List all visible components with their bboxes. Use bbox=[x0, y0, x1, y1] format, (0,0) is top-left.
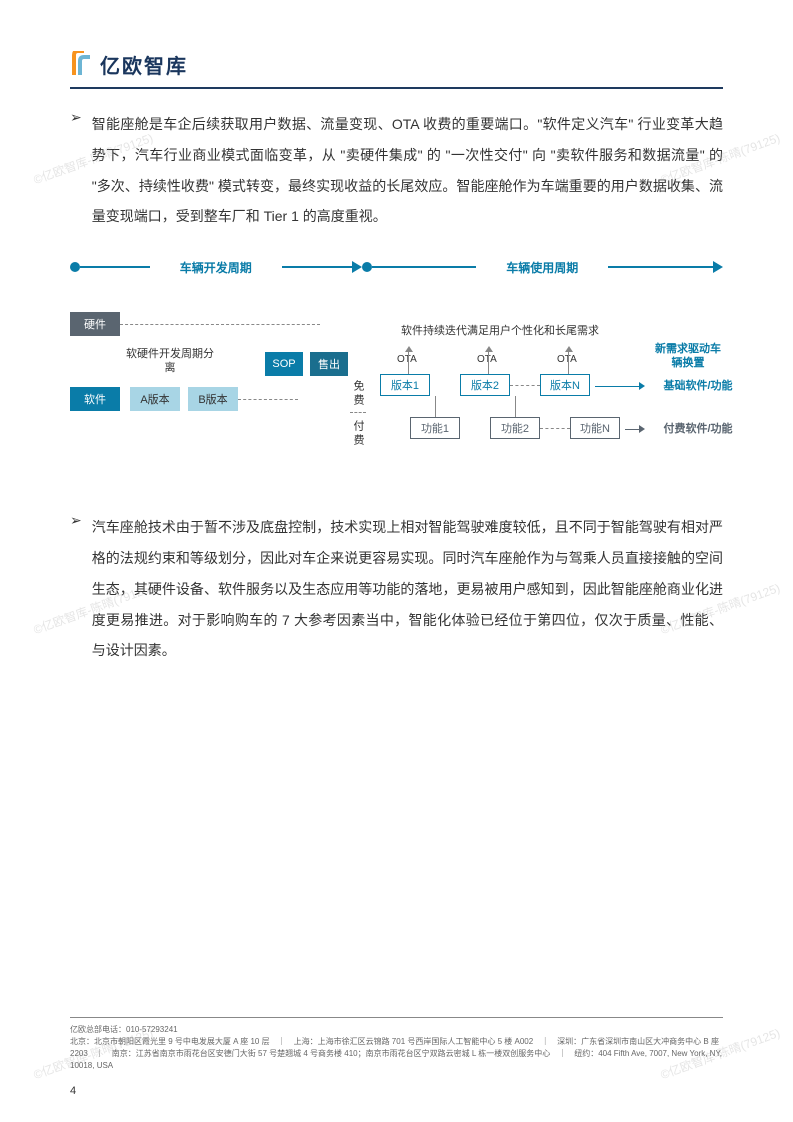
sop-box: SOP bbox=[265, 352, 303, 376]
new-demand-label: 新需求驱动车辆换置 bbox=[653, 342, 723, 371]
timeline-header: 车辆开发周期 车辆使用周期 bbox=[70, 252, 723, 282]
header: 亿欧智库 bbox=[70, 50, 723, 79]
footer-phone: 亿欧总部电话：010-57293241 bbox=[70, 1024, 723, 1036]
ota-n-label: OTA bbox=[557, 354, 577, 365]
paid-sw-label: 付费软件/功能 bbox=[653, 420, 743, 436]
hardware-box: 硬件 bbox=[70, 312, 120, 336]
paragraph-2: ➢ 汽车座舱技术由于暂不涉及底盘控制，技术实现上相对智能驾驶难度较低，且不同于智… bbox=[70, 512, 723, 666]
ota-1-label: OTA bbox=[397, 354, 417, 365]
timeline-start-dot bbox=[70, 262, 80, 272]
timeline-end-arrow bbox=[713, 261, 723, 273]
para2-text: 汽车座舱技术由于暂不涉及底盘控制，技术实现上相对智能驾驶难度较低，且不同于智能驾… bbox=[92, 512, 723, 666]
paid-label: 付费 bbox=[350, 420, 366, 448]
phase-develop-label: 车辆开发周期 bbox=[150, 259, 282, 276]
software-box: 软件 bbox=[70, 387, 120, 411]
version-n-box: 版本N bbox=[540, 374, 590, 396]
version-2-box: 版本2 bbox=[460, 374, 510, 396]
sw-iterate-label: 软件持续迭代满足用户个性化和长尾需求 bbox=[370, 322, 630, 338]
bullet-icon: ➢ bbox=[70, 109, 82, 232]
timeline-mid-arrow bbox=[352, 261, 362, 273]
development-timeline-diagram: 车辆开发周期 车辆使用周期 硬件 软硬件开发周期分离 软件 A版本 B版本 SO… bbox=[70, 252, 723, 482]
paragraph-1: ➢ 智能座舱是车企后续获取用户数据、流量变现、OTA 收费的重要端口。"软件定义… bbox=[70, 109, 723, 232]
sold-box: 售出 bbox=[310, 352, 348, 376]
footer: 亿欧总部电话：010-57293241 北京：北京市朝阳区霞光里 9 号中电发展… bbox=[70, 1017, 723, 1072]
version-1-box: 版本1 bbox=[380, 374, 430, 396]
page-number: 4 bbox=[70, 1085, 76, 1097]
function-n-box: 功能N bbox=[570, 417, 620, 439]
version-b-box: B版本 bbox=[188, 387, 238, 411]
footer-divider bbox=[70, 1017, 723, 1018]
base-sw-label: 基础软件/功能 bbox=[653, 377, 743, 393]
logo-icon bbox=[70, 51, 94, 79]
hw-sw-separation-label: 软硬件开发周期分离 bbox=[125, 347, 215, 376]
brand-text: 亿欧智库 bbox=[100, 50, 188, 79]
header-divider bbox=[70, 87, 723, 89]
function-1-box: 功能1 bbox=[410, 417, 460, 439]
function-2-box: 功能2 bbox=[490, 417, 540, 439]
diagram-body: 硬件 软硬件开发周期分离 软件 A版本 B版本 SOP 售出 软件持续迭代满足用… bbox=[70, 292, 723, 482]
version-a-box: A版本 bbox=[130, 387, 180, 411]
bullet-icon: ➢ bbox=[70, 512, 82, 666]
phase-use-label: 车辆使用周期 bbox=[476, 259, 608, 276]
footer-addresses: 北京：北京市朝阳区霞光里 9 号中电发展大厦 A 座 10 层 ｜ 上海：上海市… bbox=[70, 1036, 723, 1072]
ota-2-label: OTA bbox=[477, 354, 497, 365]
free-label: 免费 bbox=[350, 380, 366, 413]
timeline-mid-dot bbox=[362, 262, 372, 272]
para1-text: 智能座舱是车企后续获取用户数据、流量变现、OTA 收费的重要端口。"软件定义汽车… bbox=[92, 109, 723, 232]
